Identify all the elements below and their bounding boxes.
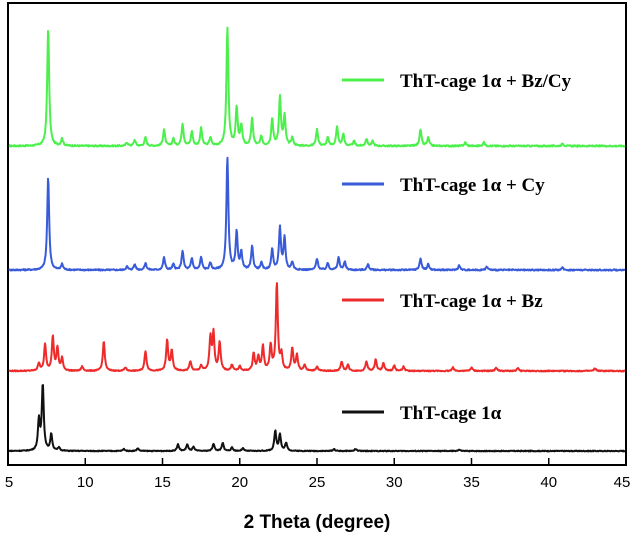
legend-label-4: ThT-cage 1α [400,403,502,424]
series-line-2 [8,156,626,272]
x-axis-ticks: 5 10 15 20 25 30 35 40 45 [5,458,631,491]
x-tick-label-30: 30 [386,474,403,491]
series-line-3 [8,282,626,373]
legend-label-3: ThT-cage 1α + Bz [400,291,543,312]
x-axis-title: 2 Theta (degree) [244,512,391,533]
legend: ThT-cage 1α + Bz/Cy ThT-cage 1α + Cy ThT-c… [342,71,572,424]
legend-label-1: ThT-cage 1α + Bz/Cy [400,71,572,92]
x-tick-label-40: 40 [540,474,557,491]
series-line-4 [8,384,626,453]
x-tick-label-45: 45 [614,474,631,491]
x-tick-label-35: 35 [463,474,480,491]
x-tick-label-20: 20 [231,474,248,491]
x-tick-label-5: 5 [5,474,13,491]
x-tick-label-15: 15 [154,474,171,491]
legend-label-2: ThT-cage 1α + Cy [400,175,545,196]
x-tick-label-10: 10 [77,474,94,491]
series-traces [8,26,626,453]
series-line-1 [8,26,626,148]
x-tick-label-25: 25 [309,474,326,491]
